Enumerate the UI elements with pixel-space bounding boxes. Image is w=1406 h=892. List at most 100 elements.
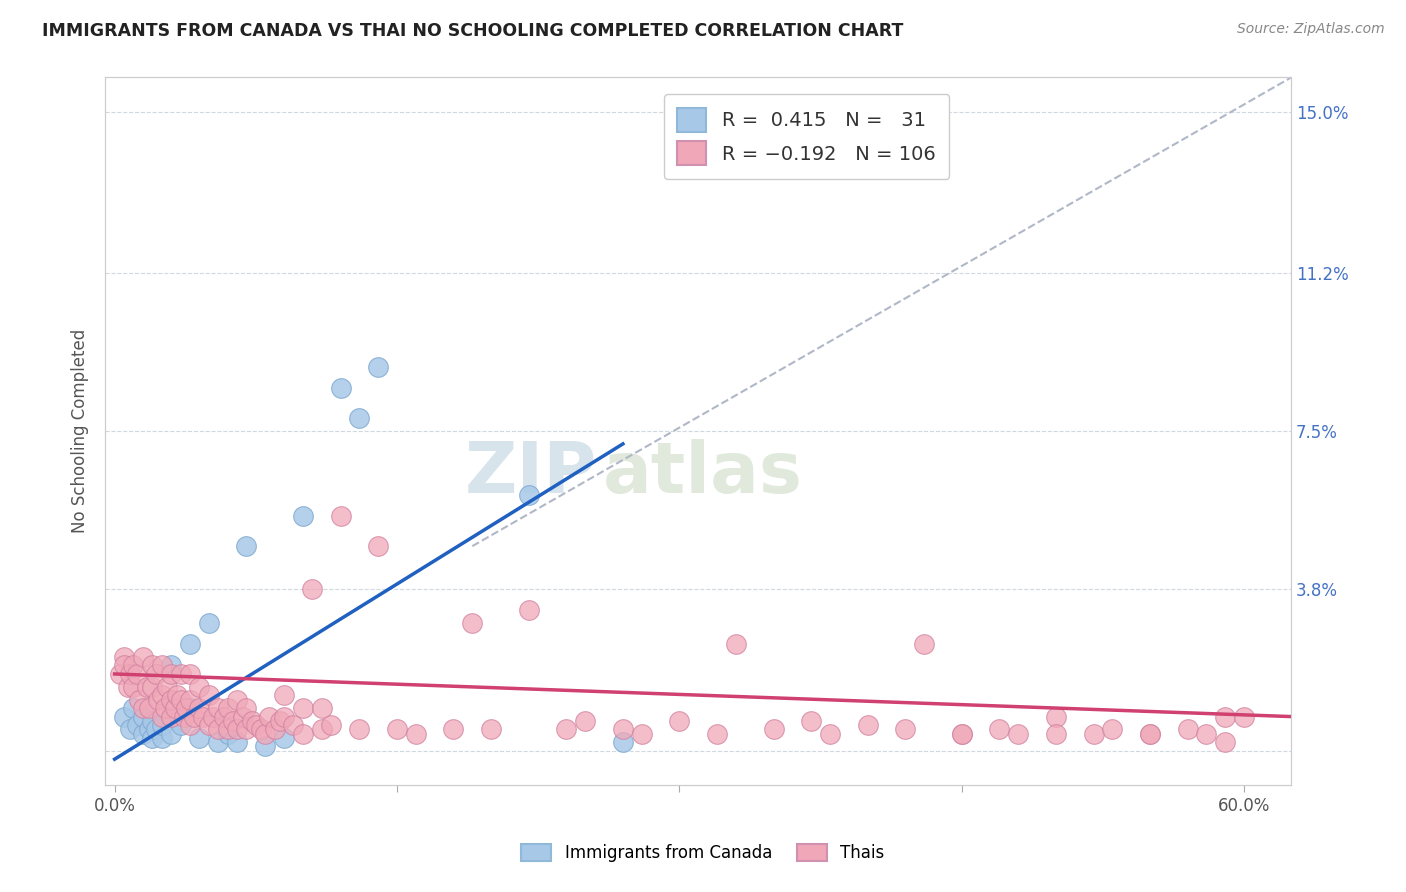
Point [988,723,1011,737]
Point [349,411,371,425]
Point [160,709,183,723]
Point [135,680,157,694]
Point [207,735,229,749]
Point [245,718,267,732]
Point [160,667,183,681]
Point [166,688,188,702]
Point [122,680,145,694]
Point [894,723,917,737]
Point [132,709,155,723]
Point [1233,709,1256,723]
Point [122,701,145,715]
Point [232,709,254,723]
Point [517,488,540,502]
Point [156,680,179,694]
Point [612,735,634,749]
Point [127,667,149,681]
Point [118,723,141,737]
Point [150,718,173,732]
Point [222,714,245,728]
Point [668,714,690,728]
Point [112,658,135,673]
Point [329,509,352,524]
Point [1007,726,1029,740]
Point [197,615,219,630]
Point [163,701,186,715]
Point [145,723,167,737]
Point [1139,726,1161,740]
Point [235,539,257,553]
Point [1101,723,1123,737]
Point [169,667,191,681]
Point [1083,726,1105,740]
Point [291,701,314,715]
Point [188,680,211,694]
Legend: R =  0.415   N =   31, R = −0.192   N = 106: R = 0.415 N = 31, R = −0.192 N = 106 [664,95,949,178]
Point [321,718,343,732]
Point [367,539,389,553]
Text: IMMIGRANTS FROM CANADA VS THAI NO SCHOOLING COMPLETED CORRELATION CHART: IMMIGRANTS FROM CANADA VS THAI NO SCHOOL… [42,22,904,40]
Point [217,726,239,740]
Point [1195,726,1218,740]
Point [269,714,291,728]
Point [197,718,219,732]
Point [150,709,173,723]
Point [141,731,163,745]
Point [273,731,295,745]
Point [112,709,135,723]
Point [1139,726,1161,740]
Point [818,726,841,740]
Point [762,723,785,737]
Text: atlas: atlas [603,439,803,508]
Point [443,723,465,737]
Point [1213,735,1236,749]
Point [155,701,177,715]
Point [1213,709,1236,723]
Point [201,709,224,723]
Point [160,658,183,673]
Point [207,701,229,715]
Point [138,701,160,715]
Point [173,709,195,723]
Point [169,718,191,732]
Point [128,692,150,706]
Point [1177,723,1199,737]
Point [301,582,323,596]
Point [235,723,257,737]
Point [118,667,141,681]
Point [150,688,173,702]
Point [150,658,173,673]
Point [240,714,263,728]
Point [226,723,249,737]
Point [950,726,973,740]
Point [197,688,219,702]
Point [217,701,239,715]
Point [141,714,163,728]
Point [145,667,167,681]
Point [349,723,371,737]
Point [1045,726,1067,740]
Point [212,709,235,723]
Point [273,688,295,702]
Point [257,709,280,723]
Point [110,667,132,681]
Point [179,637,201,651]
Point [273,709,295,723]
Point [250,723,273,737]
Point [160,692,183,706]
Point [612,723,634,737]
Point [283,718,305,732]
Point [254,726,277,740]
Text: Source: ZipAtlas.com: Source: ZipAtlas.com [1237,22,1385,37]
Point [117,680,139,694]
Point [122,658,145,673]
Point [405,726,427,740]
Point [138,723,160,737]
Point [179,718,201,732]
Point [479,723,502,737]
Point [461,615,484,630]
Text: ZIP: ZIP [465,439,598,508]
Point [174,701,197,715]
Point [263,723,285,737]
Point [160,726,183,740]
